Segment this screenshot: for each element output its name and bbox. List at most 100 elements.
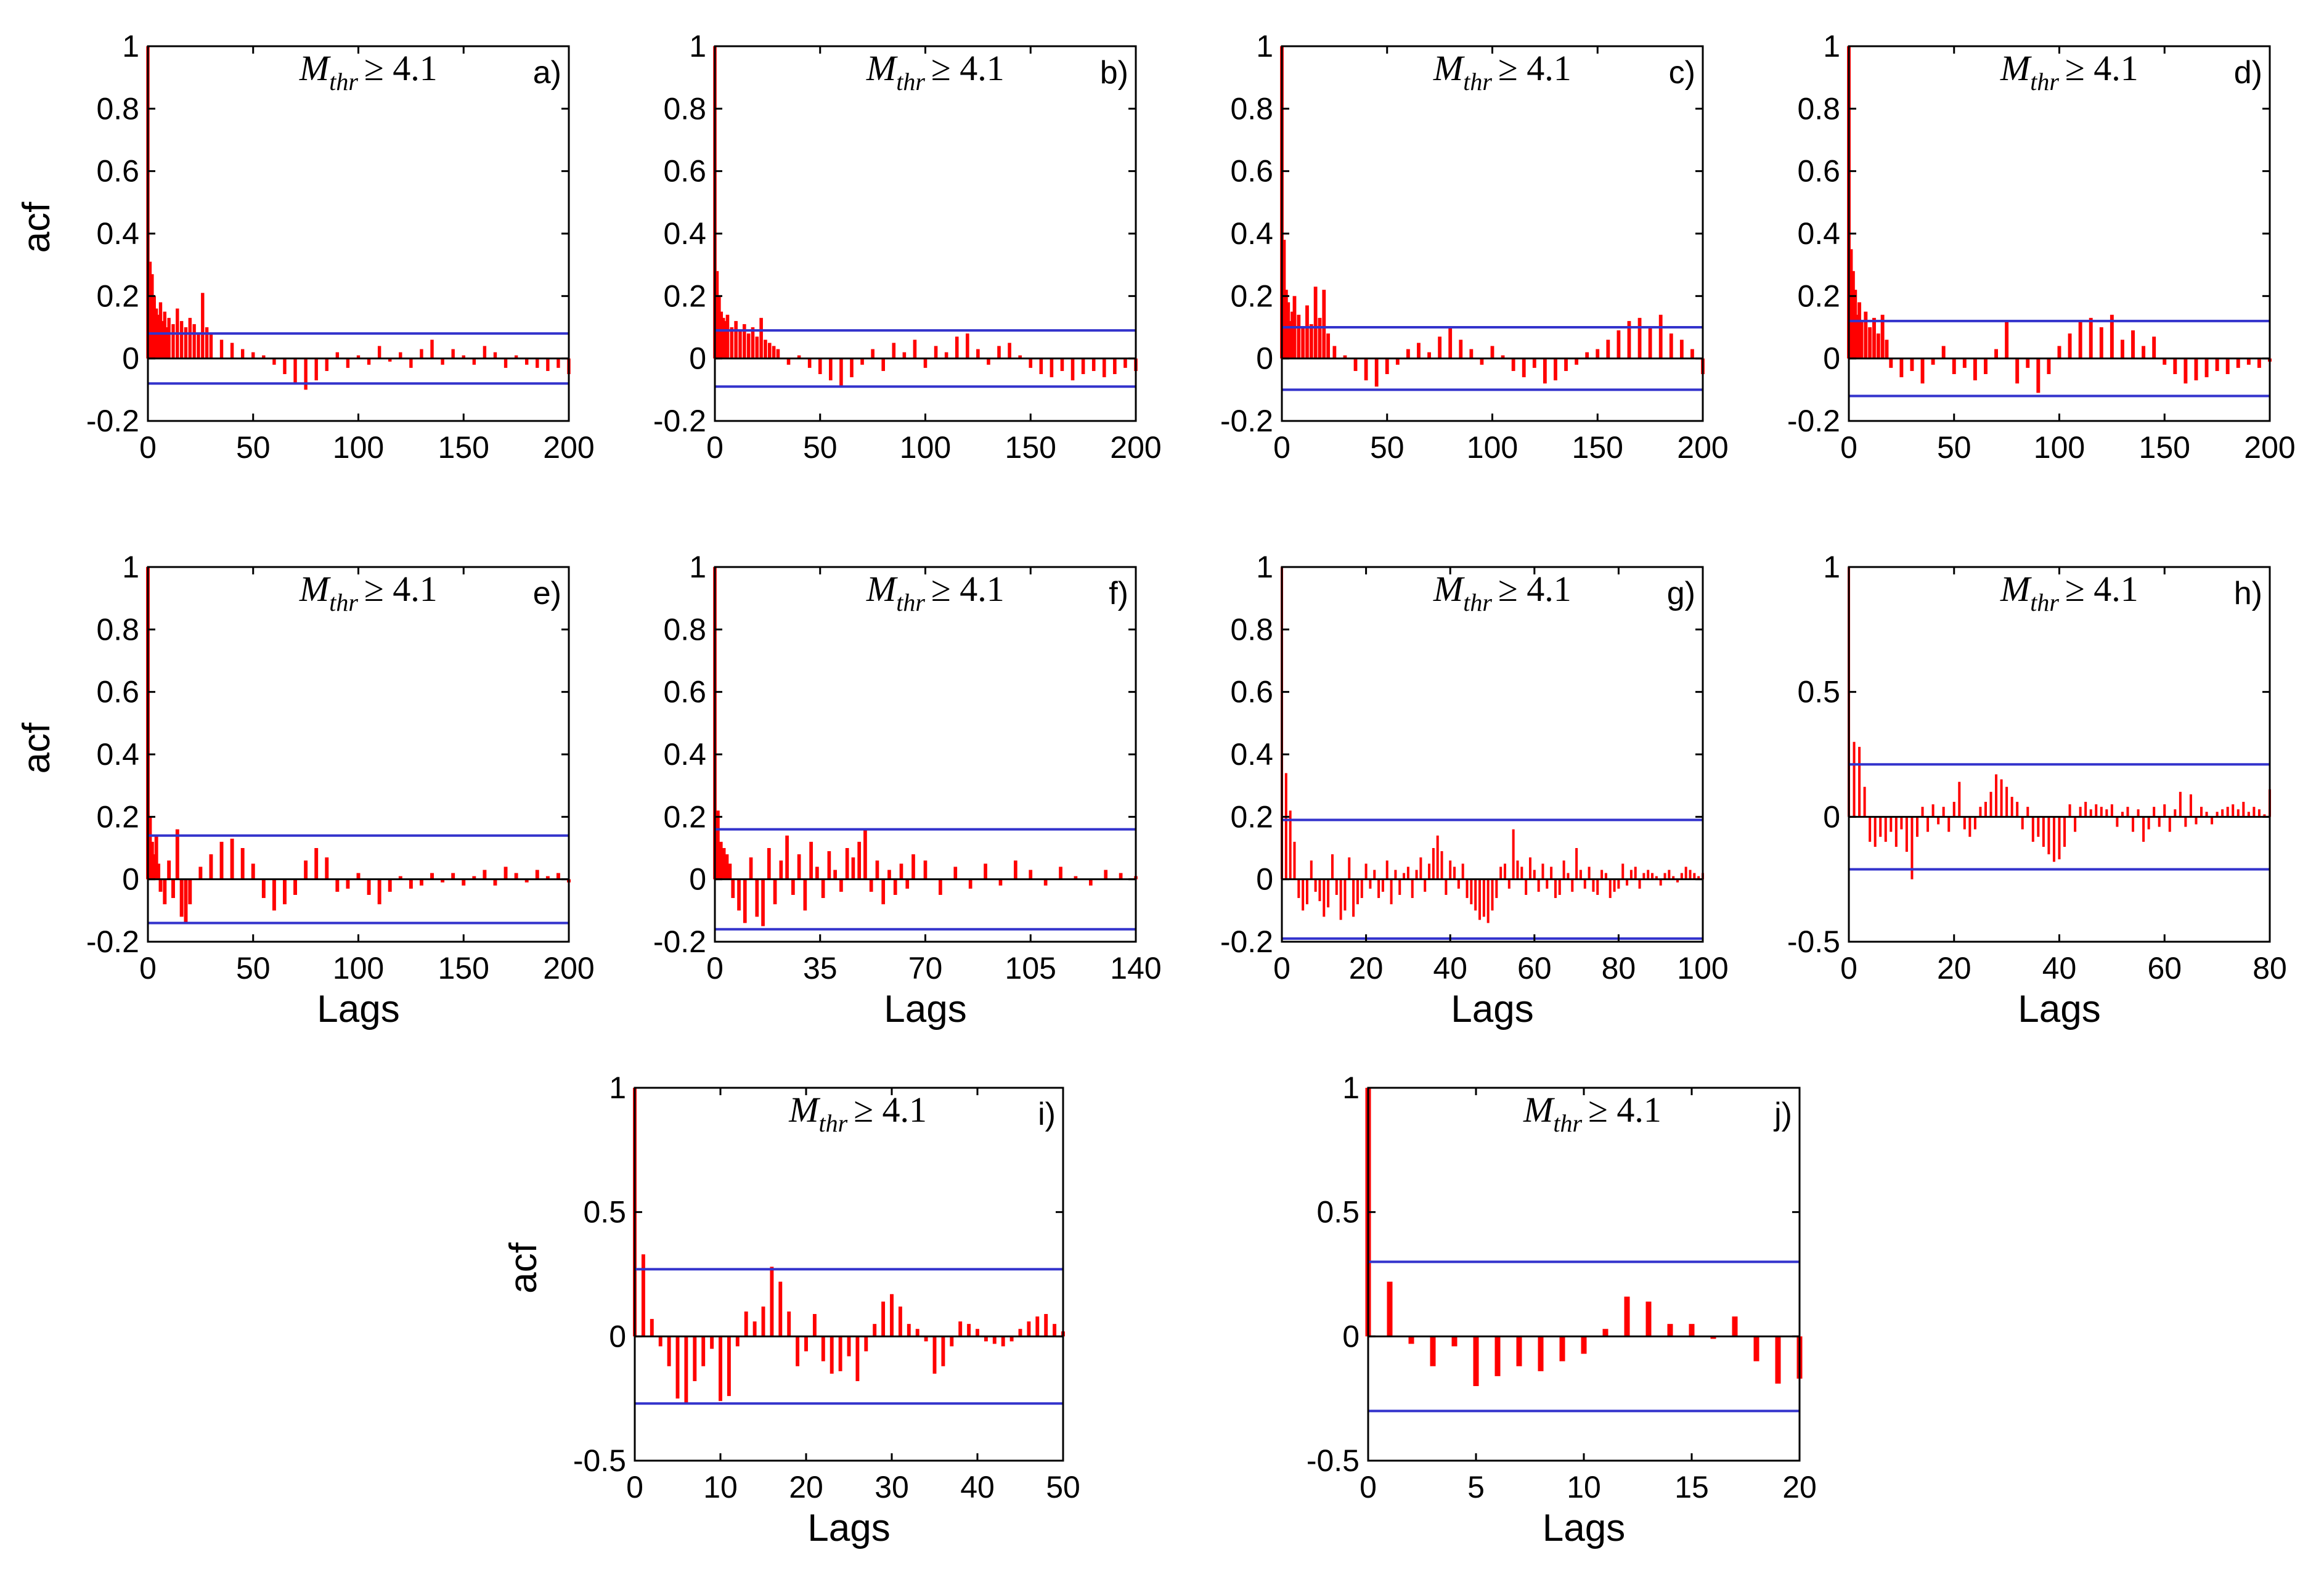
acf-bar xyxy=(201,293,205,359)
acf-bar xyxy=(2216,812,2219,817)
acf-bar xyxy=(2100,807,2103,817)
acf-bar xyxy=(1952,802,1955,817)
acf-bar xyxy=(773,879,777,905)
acf-bar xyxy=(409,879,413,889)
acf-bar xyxy=(556,873,560,879)
acf-bar xyxy=(1868,327,1872,359)
acf-bar xyxy=(2242,802,2245,817)
acf-bar xyxy=(2137,809,2140,817)
acf-bar xyxy=(262,355,266,359)
acf-bar xyxy=(855,1336,860,1381)
acf-bar xyxy=(240,349,245,359)
acf-bar xyxy=(2074,817,2077,832)
y-tick-label: 0.6 xyxy=(96,154,139,189)
acf-bar xyxy=(251,352,255,359)
acf-bar xyxy=(188,317,192,359)
acf-bar xyxy=(1478,879,1482,920)
acf-bar xyxy=(1541,863,1544,879)
x-tick-label: 0 xyxy=(1840,430,1857,465)
acf-bar xyxy=(1516,1336,1522,1366)
acf-bar xyxy=(761,879,765,926)
acf-bar xyxy=(1732,1316,1738,1337)
acf-bar xyxy=(902,352,907,359)
acf-bar xyxy=(154,835,158,879)
acf-bar xyxy=(1617,330,1621,359)
acf-bar xyxy=(1963,817,1966,830)
acf-bar xyxy=(2204,358,2209,378)
acf-bar xyxy=(984,863,987,879)
acf-bar xyxy=(1288,320,1292,359)
acf-bar xyxy=(148,261,152,359)
y-tick-label: 0.6 xyxy=(1797,154,1840,189)
acf-bar xyxy=(451,873,455,879)
acf-bar xyxy=(1864,311,1868,359)
acf-bar xyxy=(1385,358,1389,374)
acf-bar xyxy=(1522,358,1526,378)
acf-bar xyxy=(1689,1324,1695,1337)
acf-bar xyxy=(346,358,350,368)
acf-bar xyxy=(1859,320,1864,359)
acf-bar xyxy=(881,358,885,371)
acf-bar xyxy=(2099,327,2103,359)
acf-bar xyxy=(2131,330,2135,359)
acf-bar xyxy=(2026,358,2030,368)
acf-bar xyxy=(759,317,763,359)
x-tick-label: 0 xyxy=(1840,951,1857,985)
acf-bar xyxy=(1050,358,1054,378)
acf-bar xyxy=(2132,817,2135,832)
acf-bar xyxy=(1775,1336,1781,1384)
acf-bar xyxy=(1583,879,1586,889)
acf-bar xyxy=(821,879,825,899)
acf-bar xyxy=(1018,1329,1022,1337)
y-tick-label: -0.2 xyxy=(653,404,706,438)
acf-bar xyxy=(2058,817,2061,860)
acf-bar xyxy=(1538,1336,1544,1371)
acf-bar xyxy=(1374,358,1379,387)
x-tick-label: 50 xyxy=(1937,430,1971,465)
acf-bar xyxy=(1624,1296,1630,1337)
acf-bar xyxy=(419,879,423,886)
acf-bar xyxy=(797,355,801,359)
acf-bar xyxy=(1658,314,1663,359)
acf-bar xyxy=(462,879,466,886)
acf-bar xyxy=(1473,1336,1479,1386)
acf-bar xyxy=(779,860,783,879)
y-tick-label: 0 xyxy=(122,341,139,376)
y-tick-label: 0.5 xyxy=(1316,1195,1360,1230)
y-tick-label: -0.2 xyxy=(86,924,139,959)
acf-bar xyxy=(658,1336,663,1347)
acf-bar xyxy=(717,296,721,359)
acf-bar xyxy=(1039,358,1043,374)
acf-bar xyxy=(1889,358,1893,368)
acf-bar xyxy=(150,841,154,879)
acf-bar xyxy=(1958,781,1961,817)
acf-bar xyxy=(283,879,287,905)
acf-bar xyxy=(725,314,730,359)
x-tick-label: 10 xyxy=(1567,1470,1601,1504)
acf-bar xyxy=(1411,879,1414,899)
acf-bar xyxy=(1102,358,1106,378)
x-tick-label: 100 xyxy=(2034,430,2085,465)
acf-bar xyxy=(163,879,167,905)
acf-bar xyxy=(1880,314,1885,359)
acf-bar xyxy=(536,358,539,368)
acf-bar xyxy=(451,349,455,359)
acf-bar xyxy=(815,867,819,879)
acf-bar xyxy=(845,848,849,879)
acf-bar xyxy=(1942,807,1945,817)
acf-bar xyxy=(179,320,184,359)
panel-title: Mthr ≥ 4.1 xyxy=(866,48,1005,96)
panel-letter: d) xyxy=(2234,55,2262,91)
acf-bar xyxy=(1289,810,1292,879)
y-tick-label: -0.5 xyxy=(1307,1443,1360,1478)
acf-bar xyxy=(2016,802,2019,817)
acf-bar xyxy=(2168,817,2171,832)
acf-bar xyxy=(2263,814,2266,817)
acf-bar xyxy=(2036,358,2041,393)
acf-bar xyxy=(2031,817,2034,842)
y-tick-label: 0 xyxy=(1256,862,1273,897)
acf-bar xyxy=(2120,340,2124,359)
acf-bar xyxy=(1360,879,1363,899)
